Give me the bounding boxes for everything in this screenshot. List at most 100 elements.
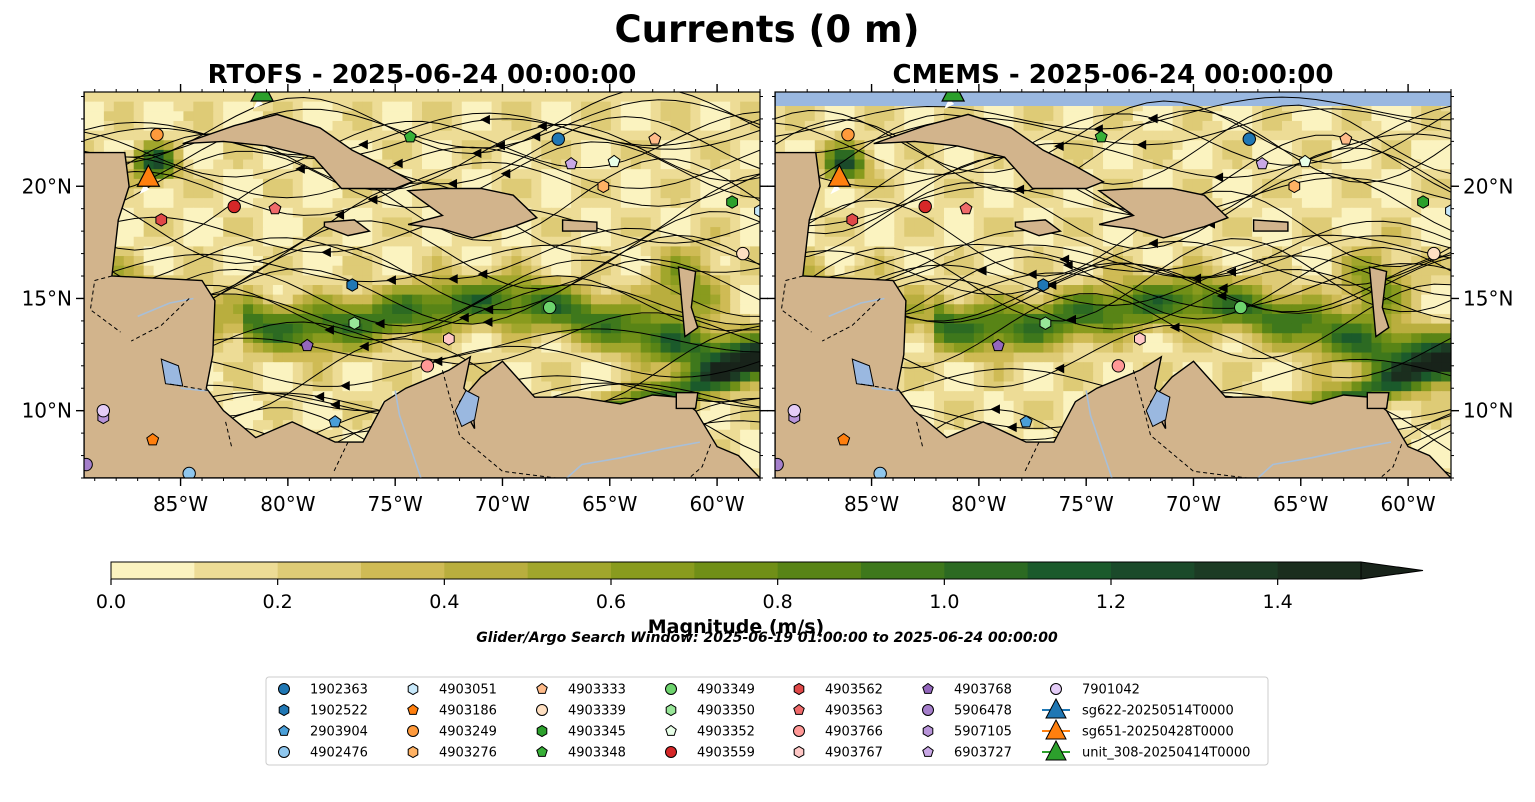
magnitude-cell [750, 371, 760, 383]
magnitude-cell [1103, 275, 1114, 286]
magnitude-cell [1381, 362, 1392, 373]
magnitude-cell [213, 178, 224, 190]
magnitude-cell [710, 285, 721, 296]
magnitude-cell [894, 188, 905, 199]
magnitude-cell [193, 130, 204, 141]
magnitude-cell [581, 352, 592, 363]
magnitude-cell [501, 323, 513, 334]
magnitude-cell [103, 140, 115, 151]
magnitude-cell [1341, 323, 1353, 334]
magnitude-cell [521, 92, 532, 103]
magnitude-cell [183, 149, 194, 161]
magnitude-cell [630, 391, 642, 402]
magnitude-cell [362, 101, 373, 112]
magnitude-cell [1212, 178, 1223, 190]
magnitude-cell [1053, 313, 1064, 325]
magnitude-cell [1222, 217, 1233, 228]
magnitude-cell [322, 429, 334, 440]
magnitude-cell [1331, 285, 1343, 296]
magnitude-cell [1421, 227, 1432, 238]
magnitude-cell [1083, 101, 1094, 112]
magnitude-cell [352, 140, 363, 151]
magnitude-cell [894, 101, 905, 112]
magnitude-cell [690, 333, 701, 344]
magnitude-cell [1013, 198, 1025, 209]
magnitude-cell [392, 120, 403, 132]
magnitude-cell [451, 101, 463, 112]
magnitude-cell [591, 120, 602, 132]
magnitude-cell [710, 111, 721, 122]
magnitude-cell [1411, 362, 1422, 373]
magnitude-cell [1331, 227, 1343, 238]
magnitude-cell [983, 227, 995, 238]
magnitude-cell [640, 304, 652, 315]
magnitude-cell [794, 130, 806, 141]
magnitude-cell [282, 92, 294, 103]
magnitude-cell [1272, 333, 1283, 344]
magnitude-cell [1192, 236, 1204, 247]
magnitude-cell [1043, 130, 1054, 141]
magnitude-cell [1222, 227, 1233, 238]
magnitude-cell [1132, 178, 1144, 190]
magnitude-cell [243, 256, 254, 267]
magnitude-cell [1222, 178, 1233, 190]
magnitude-cell [1321, 227, 1333, 238]
magnitude-cell [670, 169, 682, 180]
magnitude-cell [1441, 198, 1451, 209]
magnitude-cell [720, 362, 731, 373]
magnitude-cell [412, 294, 423, 305]
magnitude-cell [973, 198, 985, 209]
magnitude-cell [924, 207, 935, 219]
magnitude-cell [292, 188, 304, 199]
magnitude-cell [1222, 362, 1233, 373]
magnitude-cell [312, 352, 324, 363]
magnitude-cell [183, 227, 194, 238]
magnitude-cell [1132, 149, 1144, 161]
magnitude-cell [362, 120, 373, 132]
magnitude-cell [571, 275, 582, 286]
magnitude-cell [1132, 111, 1144, 122]
magnitude-cell [740, 352, 751, 363]
magnitude-cell [262, 362, 274, 373]
magnitude-cell [362, 420, 373, 431]
magnitude-cell [904, 198, 915, 209]
magnitude-cell [471, 294, 483, 305]
magnitude-cell [262, 236, 274, 247]
magnitude-cell [1291, 101, 1303, 112]
magnitude-cell [243, 294, 254, 305]
magnitude-cell [213, 352, 224, 363]
magnitude-cell [193, 256, 204, 267]
magnitude-cell [1083, 207, 1094, 219]
magnitude-cell [1252, 140, 1263, 151]
magnitude-cell [253, 294, 264, 305]
magnitude-cell [352, 362, 363, 373]
magnitude-cell [501, 149, 513, 161]
magnitude-cell [511, 236, 523, 247]
magnitude-cell [750, 458, 760, 469]
magnitude-cell [620, 92, 632, 103]
magnitude-cell [650, 92, 662, 103]
magnitude-cell [630, 275, 642, 286]
magnitude-cell [143, 198, 155, 209]
magnitude-cell [551, 371, 562, 383]
magnitude-cell [551, 188, 562, 199]
magnitude-cell [422, 130, 433, 141]
magnitude-cell [1043, 236, 1054, 247]
magnitude-cell [243, 159, 254, 170]
magnitude-cell [501, 111, 513, 122]
magnitude-cell [402, 275, 413, 286]
magnitude-cell [223, 217, 234, 228]
magnitude-cell [610, 246, 622, 257]
magnitude-cell [392, 207, 403, 219]
magnitude-cell [1053, 217, 1064, 228]
magnitude-cell [1043, 207, 1054, 219]
magnitude-cell [660, 130, 672, 141]
magnitude-cell [1431, 159, 1442, 170]
magnitude-cell [660, 323, 672, 334]
magnitude-cell [700, 333, 711, 344]
magnitude-cell [521, 130, 532, 141]
magnitude-cell [233, 304, 244, 315]
magnitude-cell [272, 159, 284, 170]
magnitude-cell [680, 178, 692, 190]
magnitude-cell [113, 236, 125, 247]
